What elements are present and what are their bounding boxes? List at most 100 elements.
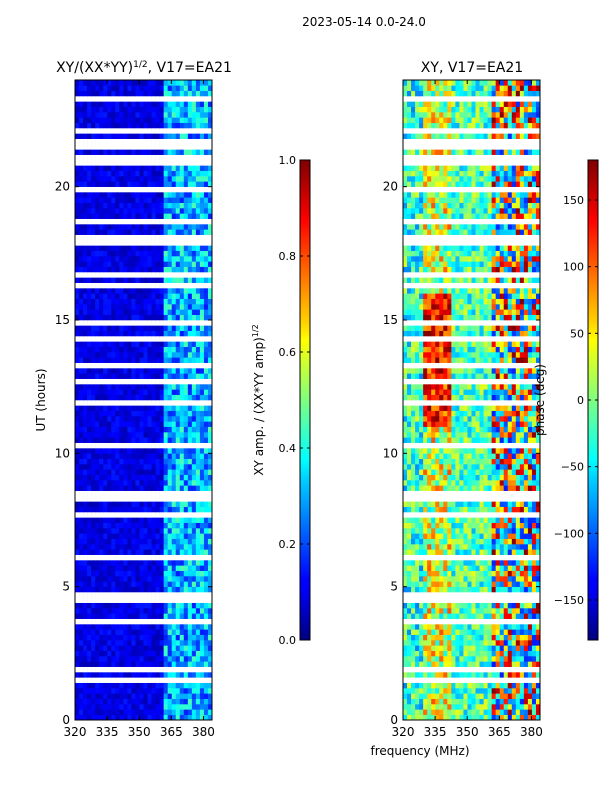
amplitude-cell [167, 293, 173, 299]
amplitude-cell [191, 250, 197, 257]
amplitude-cell [75, 192, 80, 198]
phase-cell [475, 682, 480, 689]
amplitude-cell [167, 378, 173, 385]
amplitude-cell [75, 144, 80, 150]
amplitude-cell [183, 490, 189, 497]
amplitude-cell [143, 714, 148, 721]
amplitude-cell [155, 554, 160, 561]
phase-cell [519, 709, 525, 715]
amplitude-cell [207, 250, 213, 257]
amplitude-cell [167, 208, 173, 214]
phase-cell [531, 629, 537, 635]
amplitude-cell [147, 197, 152, 203]
amplitude-cell [147, 437, 152, 443]
amplitude-cell [75, 613, 80, 619]
amplitude-cell [127, 272, 132, 278]
amplitude-cell [95, 186, 100, 193]
phase-cell [451, 586, 456, 593]
amplitude-cell [99, 346, 104, 353]
amplitude-cell [159, 176, 164, 182]
phase-cell [411, 629, 416, 635]
amplitude-cell [159, 122, 164, 129]
amplitude-cell [203, 394, 209, 401]
amplitude-cell [135, 485, 140, 491]
amplitude-cell [139, 373, 144, 379]
amplitude-cell [175, 453, 181, 459]
colorbar-tick-label: 0.0 [279, 634, 297, 647]
amplitude-cell [127, 160, 132, 166]
amplitude-cell [79, 368, 84, 374]
amplitude-cell [91, 704, 96, 710]
amplitude-cell [103, 149, 108, 155]
amplitude-cell [111, 570, 116, 577]
amplitude-cell [159, 650, 164, 657]
amplitude-cell [207, 352, 213, 358]
amplitude-cell [107, 565, 112, 571]
amplitude-cell [183, 261, 189, 267]
amplitude-cell [103, 314, 108, 321]
amplitude-cell [91, 549, 96, 555]
amplitude-cell [103, 224, 108, 230]
amplitude-cell [83, 528, 88, 534]
amplitude-cell [83, 666, 88, 673]
amplitude-cell [103, 133, 108, 139]
amplitude-cell [95, 538, 100, 545]
amplitude-cell [139, 272, 144, 278]
amplitude-cell [83, 480, 88, 486]
amplitude-cell [131, 688, 136, 694]
amplitude-cell [91, 592, 96, 598]
amplitude-cell [83, 80, 88, 86]
amplitude-cell [151, 154, 156, 161]
amplitude-cell [175, 512, 181, 518]
amplitude-cell [167, 357, 173, 363]
amplitude-cell [103, 469, 108, 475]
phase-cell [479, 672, 484, 678]
amplitude-cell [151, 704, 156, 710]
amplitude-cell [127, 469, 132, 475]
phase-cell [491, 629, 496, 635]
amplitude-cell [119, 426, 124, 433]
amplitude-cell [207, 458, 213, 465]
phase-cell [403, 586, 408, 593]
amplitude-cell [207, 528, 213, 534]
amplitude-cell [123, 693, 128, 699]
amplitude-cell [191, 592, 197, 598]
phase-cell [487, 698, 492, 705]
amplitude-cell [83, 506, 88, 513]
amplitude-cell [127, 645, 132, 651]
phase-cell [535, 693, 541, 699]
amplitude-cell [87, 357, 92, 363]
phase-cell [519, 645, 525, 651]
amplitude-cell [103, 80, 108, 86]
amplitude-cell [131, 704, 136, 710]
amplitude-cell [175, 629, 181, 635]
amplitude-cell [191, 608, 197, 614]
amplitude-cell [95, 544, 100, 550]
x-tick-label: 365 [160, 725, 183, 739]
amplitude-cell [167, 309, 173, 315]
amplitude-cell [131, 613, 136, 619]
amplitude-cell [147, 90, 152, 97]
amplitude-cell [131, 544, 136, 550]
amplitude-cell [179, 362, 185, 369]
phase-cell [531, 624, 537, 630]
amplitude-cell [131, 410, 136, 417]
amplitude-cell [207, 624, 213, 630]
amplitude-cell [75, 416, 80, 422]
amplitude-cell [195, 261, 201, 267]
amplitude-cell [147, 85, 152, 91]
amplitude-cell [179, 202, 185, 209]
amplitude-cell [87, 714, 92, 721]
amplitude-cell [179, 544, 185, 550]
amplitude-cell [115, 117, 120, 123]
amplitude-cell [79, 693, 84, 699]
amplitude-cell [111, 608, 116, 614]
amplitude-cell [203, 240, 209, 246]
amplitude-cell [183, 437, 189, 443]
amplitude-cell [175, 85, 181, 91]
amplitude-cell [163, 640, 168, 646]
amplitude-cell [131, 154, 136, 161]
amplitude-cell [91, 368, 96, 374]
amplitude-cell [159, 645, 164, 651]
phase-cell [499, 682, 505, 689]
